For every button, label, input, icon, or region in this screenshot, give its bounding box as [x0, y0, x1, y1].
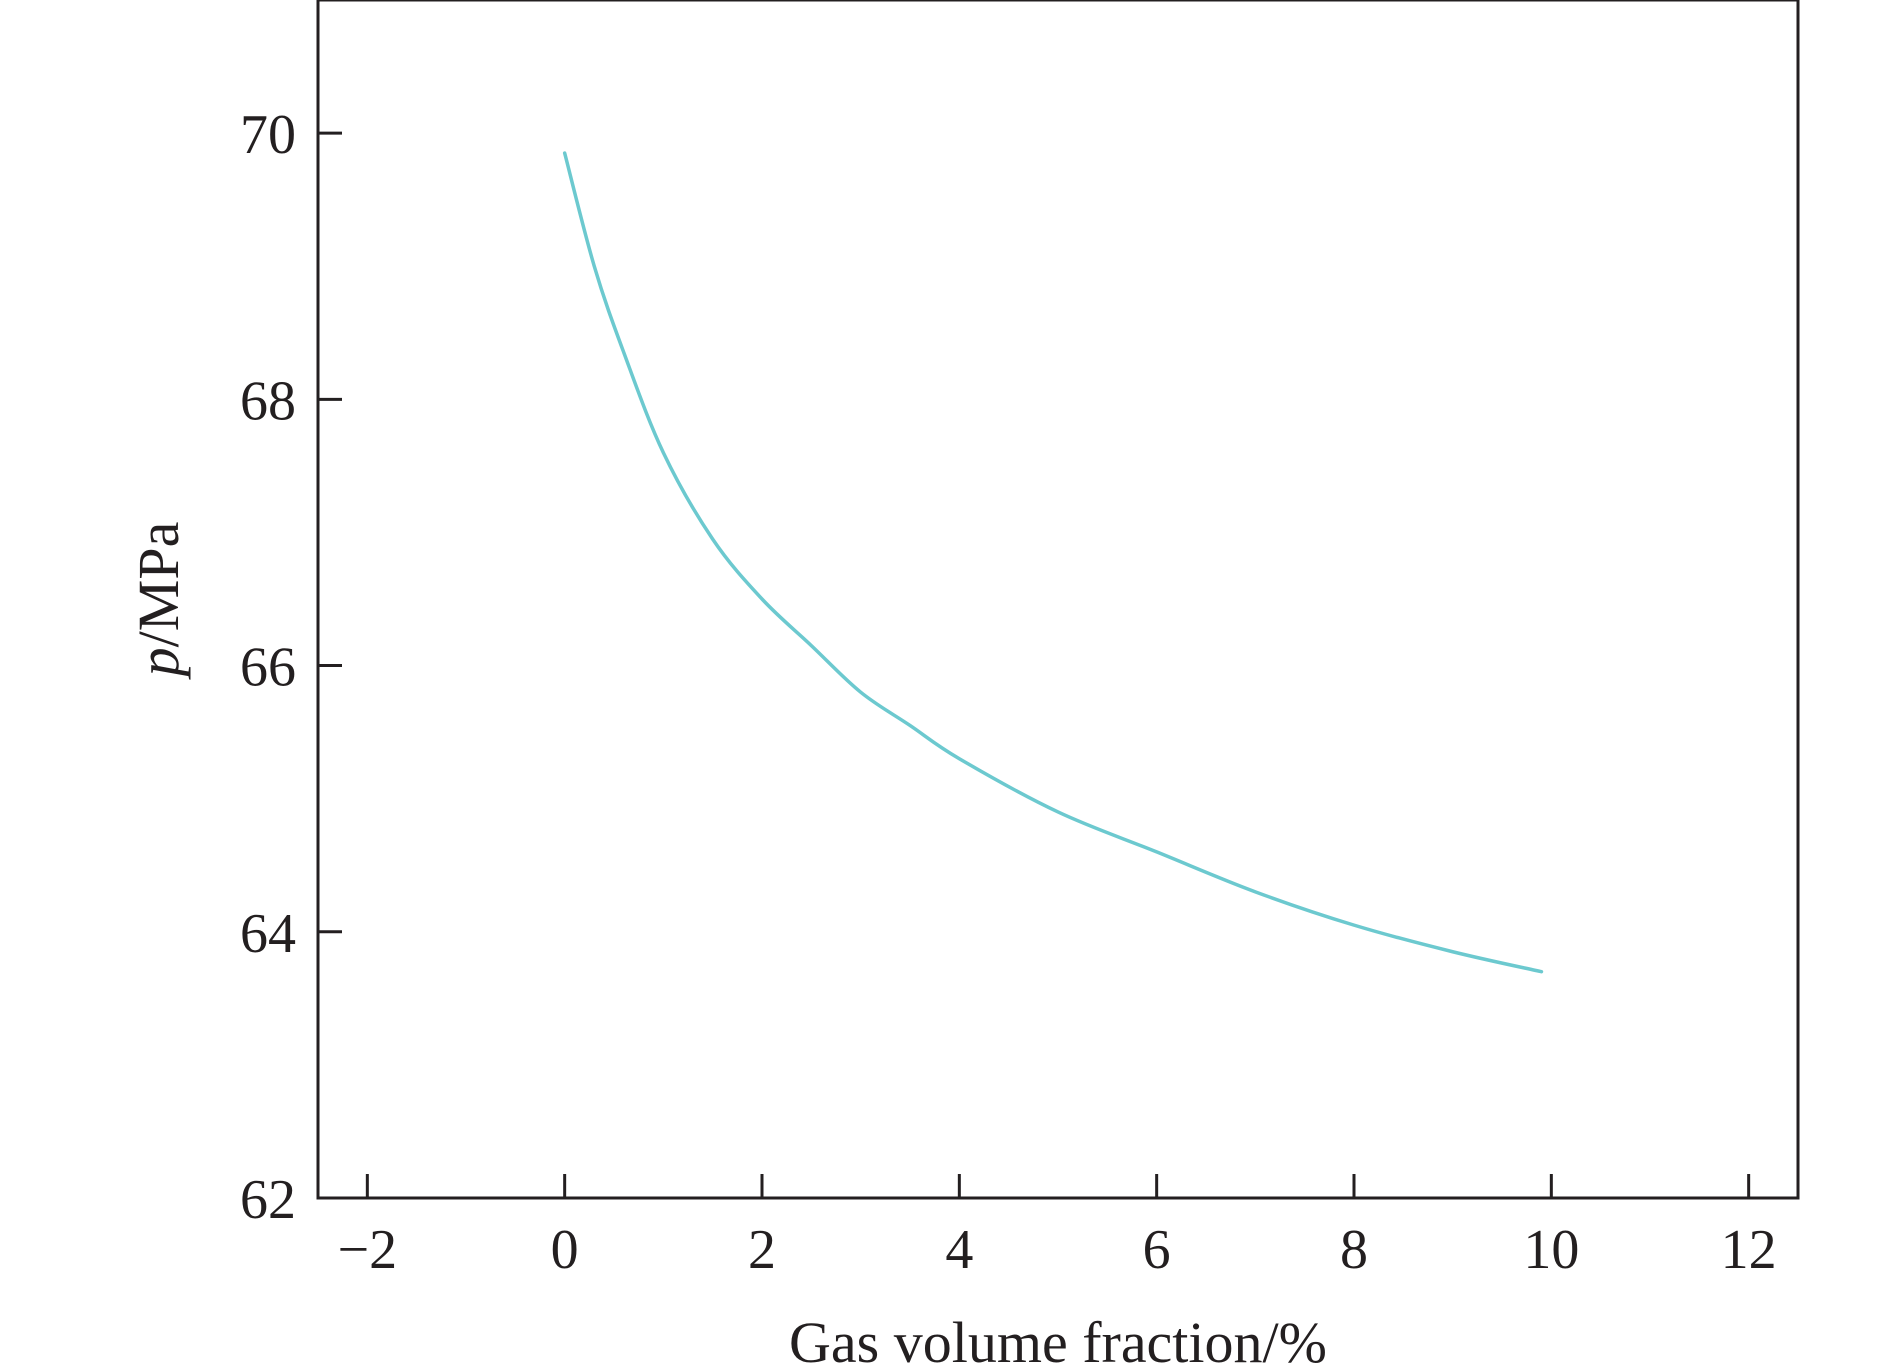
plot-frame: [316, 0, 1800, 1200]
x-tick-label: 10: [1523, 1219, 1579, 1281]
x-tick-label: 8: [1340, 1219, 1368, 1281]
series-line: [562, 151, 1544, 974]
y-tick-label: 62: [240, 1169, 296, 1231]
y-tick-label: 66: [240, 637, 296, 699]
y-axis-title-unit: /MPa: [126, 522, 191, 648]
y-axis-title: p/MPa: [126, 522, 191, 681]
x-tick-labels: −2 0 2 4 6 8 10 12: [338, 1219, 1777, 1281]
y-axis-title-symbol: p: [126, 647, 191, 680]
y-tick-labels: 62 64 66 68 70: [240, 104, 296, 1231]
x-tick-label: −2: [338, 1219, 398, 1281]
ticks: [318, 131, 1751, 1200]
y-tick-label: 70: [240, 104, 296, 166]
x-tick-label: 12: [1721, 1219, 1777, 1281]
x-tick-label: 6: [1143, 1219, 1171, 1281]
x-axis-title: Gas volume fraction/%: [789, 1310, 1327, 1370]
y-tick-label: 68: [240, 370, 296, 432]
y-tick-label: 64: [240, 903, 296, 965]
x-tick-label: 2: [748, 1219, 776, 1281]
x-tick-label: 0: [551, 1219, 579, 1281]
x-tick-label: 4: [945, 1219, 973, 1281]
